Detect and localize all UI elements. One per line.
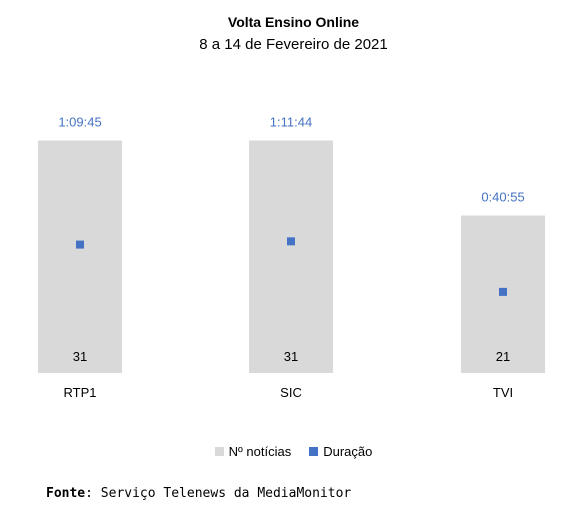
category-label-sic: SIC: [280, 385, 302, 400]
duration-label-sic: 1:11:44: [270, 115, 312, 130]
legend-swatch-bar: [214, 447, 224, 456]
duration-label-tvi: 0:40:55: [481, 190, 524, 205]
bar-rtp1: [38, 140, 122, 373]
bar-value-label-tvi: 21: [496, 349, 510, 364]
source-note: Fonte: Serviço Telenews da MediaMonitor: [46, 486, 351, 501]
chart-subtitle: 8 a 14 de Fevereiro de 2021: [199, 36, 388, 53]
source-text: : Serviço Telenews da MediaMonitor: [85, 486, 352, 501]
category-label-tvi: TVI: [493, 385, 513, 400]
source-prefix: Fonte: [46, 486, 86, 501]
bar-value-label-rtp1: 31: [73, 349, 87, 364]
legend: Nº notícias Duração: [0, 444, 587, 459]
legend-item-duration: Duração: [309, 444, 372, 459]
chart-title: Volta Ensino Online: [227, 14, 360, 30]
duration-label-rtp1: 1:09:45: [58, 115, 101, 130]
duration-marker-sic: [287, 237, 295, 246]
legend-label-news: Nº notícias: [228, 444, 292, 459]
duration-marker-tvi: [499, 287, 507, 296]
legend-swatch-marker: [309, 447, 319, 456]
bar-sic: [249, 140, 333, 373]
category-label-rtp1: RTP1: [64, 385, 97, 400]
duration-marker-rtp1: [76, 240, 84, 249]
legend-label-duration: Duração: [323, 444, 373, 459]
bar-value-label-sic: 31: [284, 349, 298, 364]
legend-item-news: Nº notícias: [214, 444, 292, 459]
